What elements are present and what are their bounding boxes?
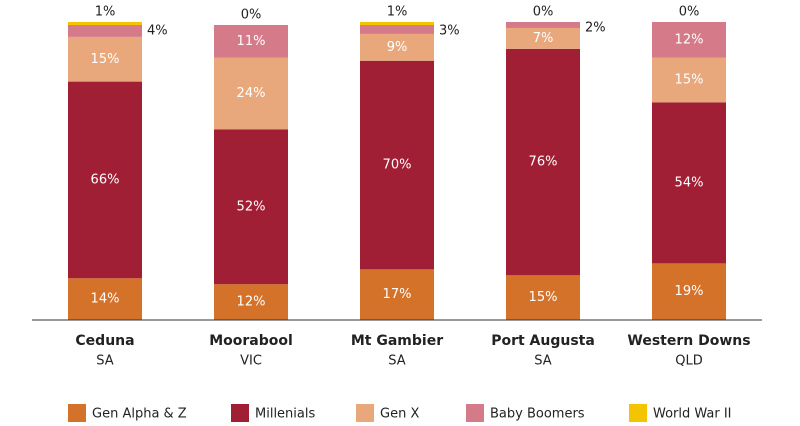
value-label: 17% [383,287,412,302]
legend-label: Gen Alpha & Z [92,407,187,422]
bar-segment [214,284,288,320]
bar-segment [68,24,142,37]
value-label: 0% [679,5,700,20]
value-label: 19% [675,284,704,299]
legend-swatch [466,404,484,422]
legend-swatch [68,404,86,422]
value-label: 0% [533,5,554,20]
value-label: 0% [241,7,262,22]
value-label: 14% [91,292,120,307]
bar-segment [652,22,726,58]
value-label: 9% [387,40,408,55]
value-label: 3% [439,23,460,38]
value-label: 7% [533,31,554,46]
bar-segment [360,269,434,320]
bar-segment [652,263,726,320]
value-label: 1% [387,5,408,20]
value-label: 15% [675,73,704,88]
value-label: 70% [383,158,412,173]
value-label: 66% [91,172,120,187]
bar-segment [68,81,142,279]
category-label: Western Downs [627,333,750,349]
category-label: Port Augusta [491,333,595,349]
category-sublabel: SA [534,354,551,369]
legend-swatch [231,404,249,422]
bar-segment [506,275,580,320]
bar-segment [360,60,434,270]
value-label: 12% [675,32,704,47]
value-label: 1% [95,5,116,20]
bar-segment [214,57,288,130]
value-label: 4% [147,23,168,38]
bar-segment [506,22,580,28]
bar-segment [652,57,726,103]
bar-segment [506,48,580,276]
category-sublabel: SA [96,354,113,369]
value-label: 15% [91,52,120,67]
value-label: 2% [585,21,606,36]
bar-segment [68,36,142,82]
legend-swatch [629,404,647,422]
value-label: 52% [237,199,266,214]
legend-label: Baby Boomers [490,407,585,422]
bar-segment [68,278,142,320]
bar-segment [360,22,434,25]
value-label: 11% [237,34,266,49]
value-label: 76% [529,155,558,170]
bar-segment [506,27,580,49]
bar-segment [652,102,726,264]
category-label: Moorabool [209,333,293,349]
category-label: Mt Gambier [351,333,443,349]
category-label: Ceduna [75,333,134,349]
value-label: 54% [675,175,704,190]
category-sublabel: VIC [240,354,262,369]
category-sublabel: SA [388,354,405,369]
bar-segment [360,24,434,34]
bar-segment [68,22,142,25]
legend-swatch [356,404,374,422]
bar-segment [214,129,288,285]
value-label: 24% [237,86,266,101]
value-label: 12% [237,295,266,310]
legend-label: World War II [653,407,732,422]
bar-segment [214,24,288,58]
legend-label: Gen X [380,407,419,422]
bar-segment [360,33,434,61]
value-label: 15% [529,290,558,305]
category-sublabel: QLD [675,354,703,369]
legend-label: Millenials [255,407,315,422]
